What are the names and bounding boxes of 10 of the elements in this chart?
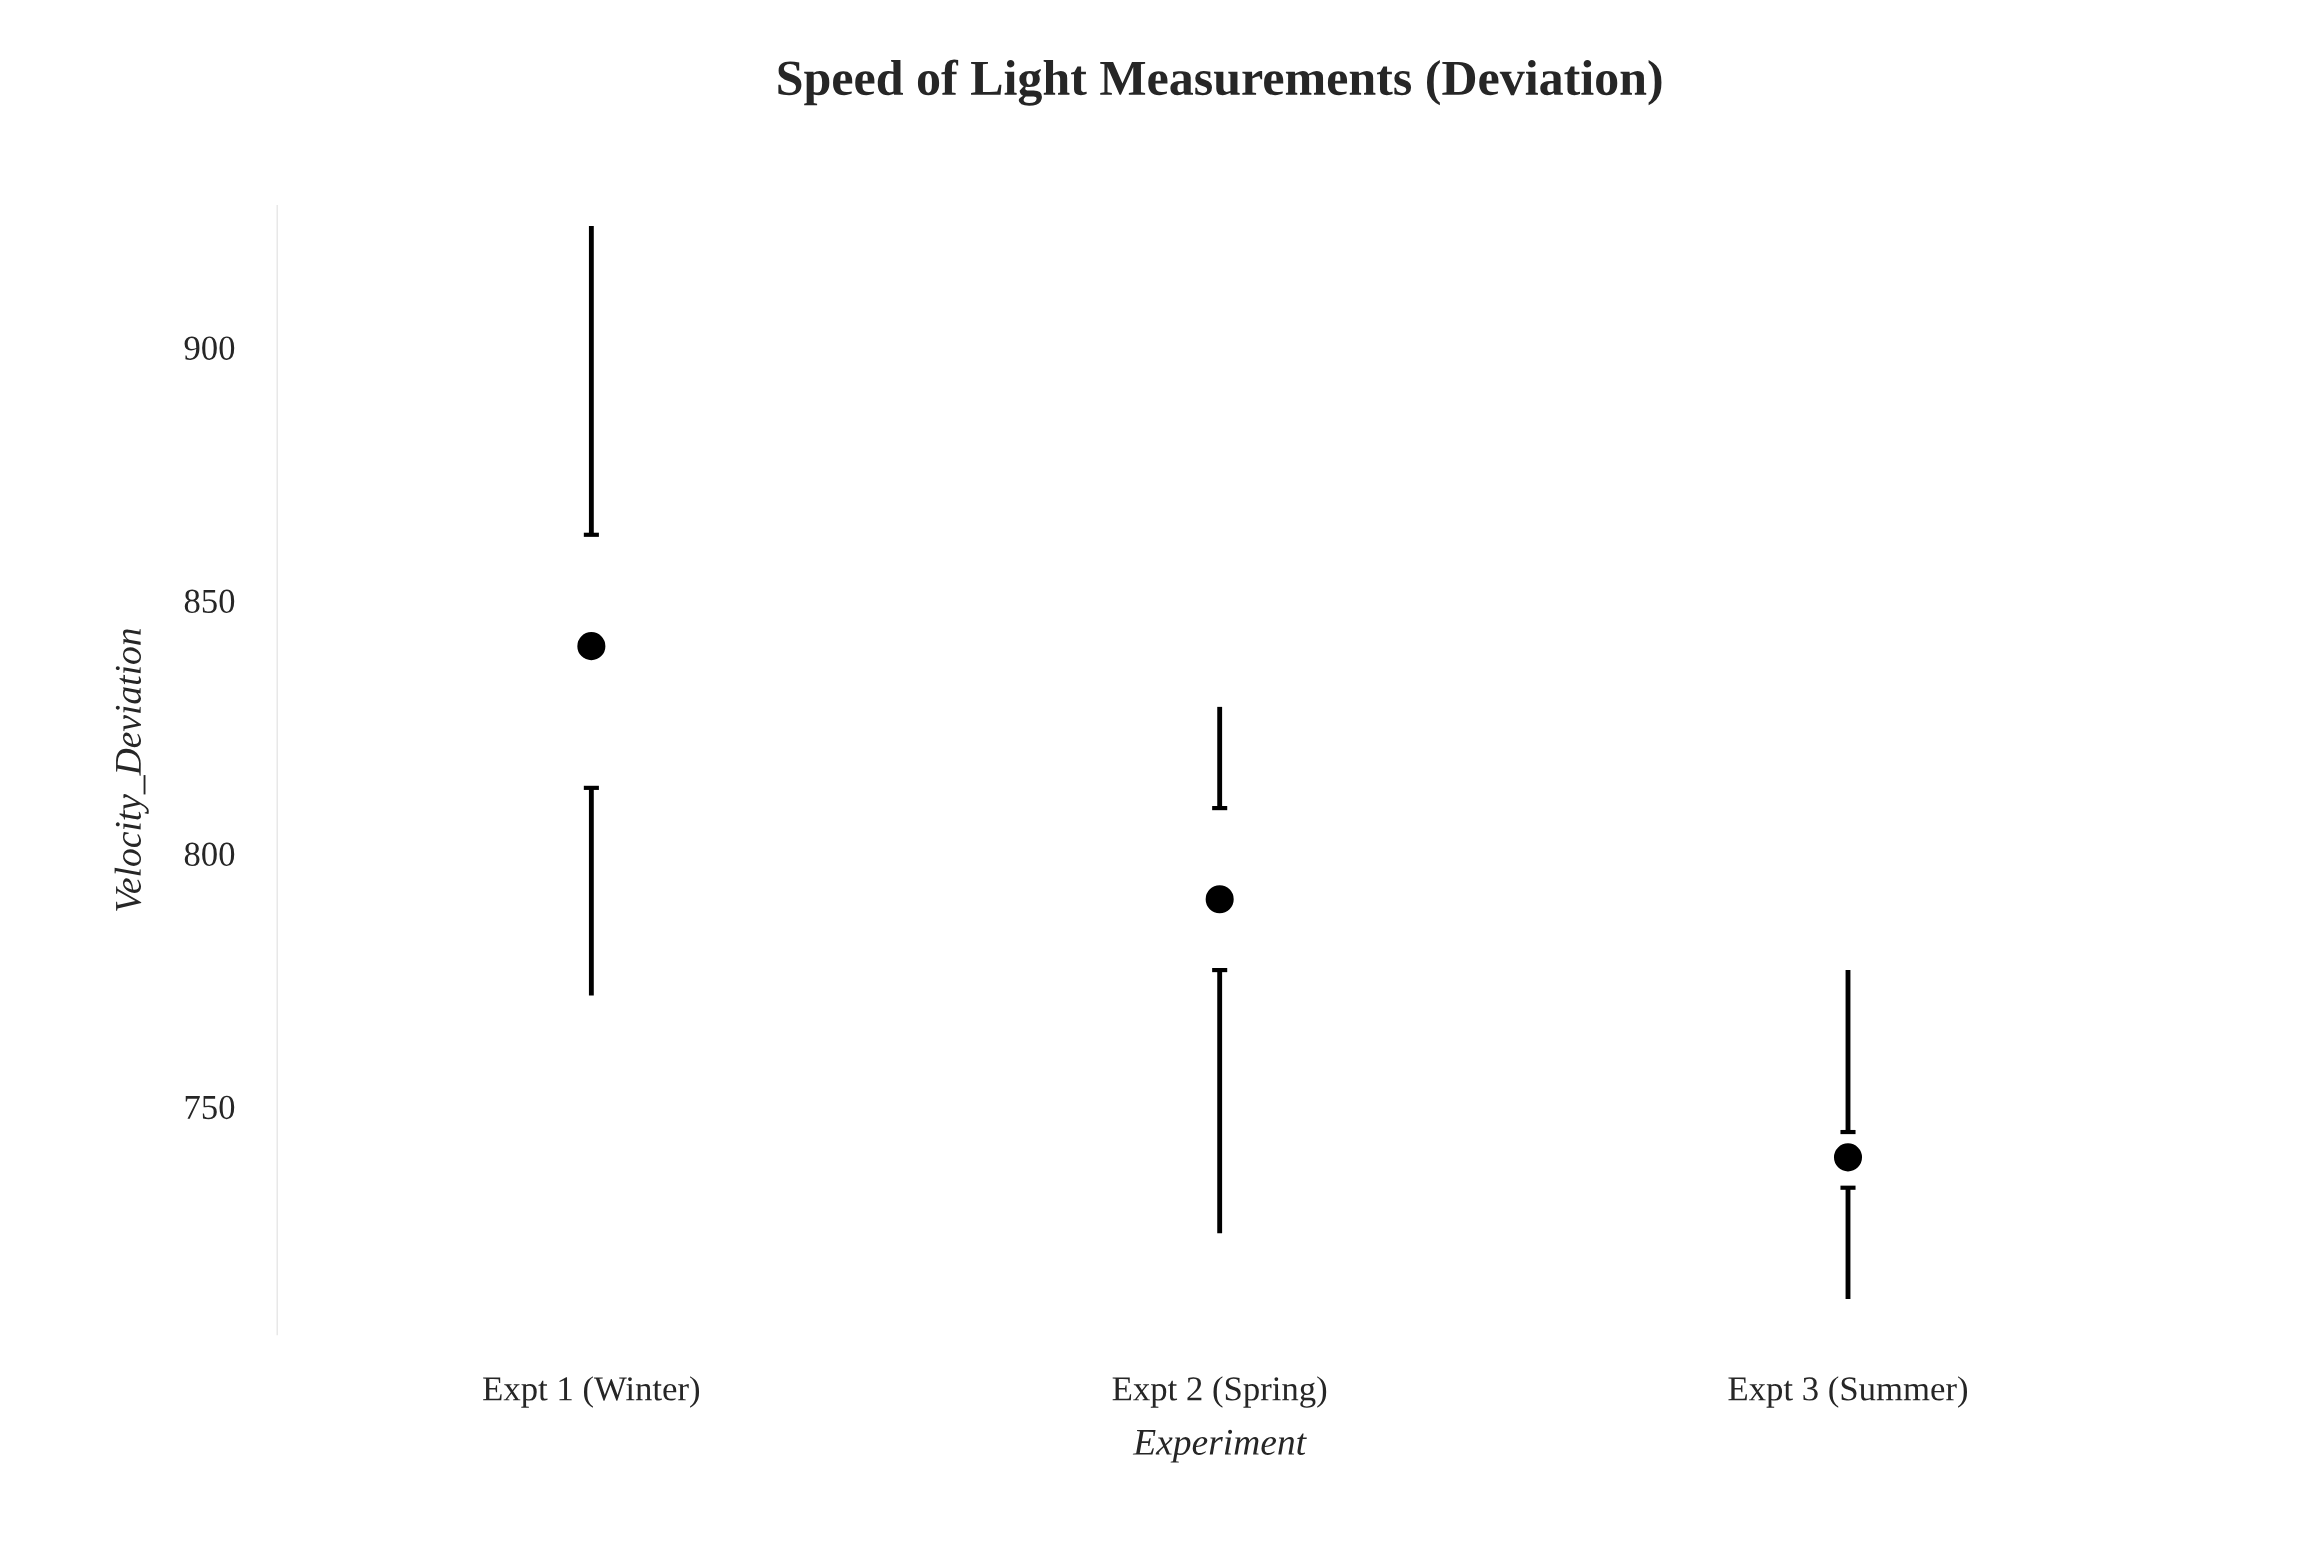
y-tick-label: 750 bbox=[185, 1095, 235, 1120]
chart-title: Speed of Light Measurements (Deviation) bbox=[778, 59, 1662, 106]
y-tick-label: 850 bbox=[184, 589, 235, 613]
x-axis-title: Experiment bbox=[1132, 1429, 1307, 1463]
y-tick-label: 800 bbox=[184, 842, 235, 867]
x-tick-label: Expt 2 (Spring) bbox=[1112, 1376, 1327, 1408]
x-tick-label: Expt 3 (Summer) bbox=[1728, 1376, 1968, 1408]
x-tick-label: Expt 1 (Winter) bbox=[483, 1376, 700, 1408]
y-axis-title: Velocity_Deviation bbox=[114, 629, 149, 911]
y-tick-label: 900 bbox=[184, 336, 235, 360]
